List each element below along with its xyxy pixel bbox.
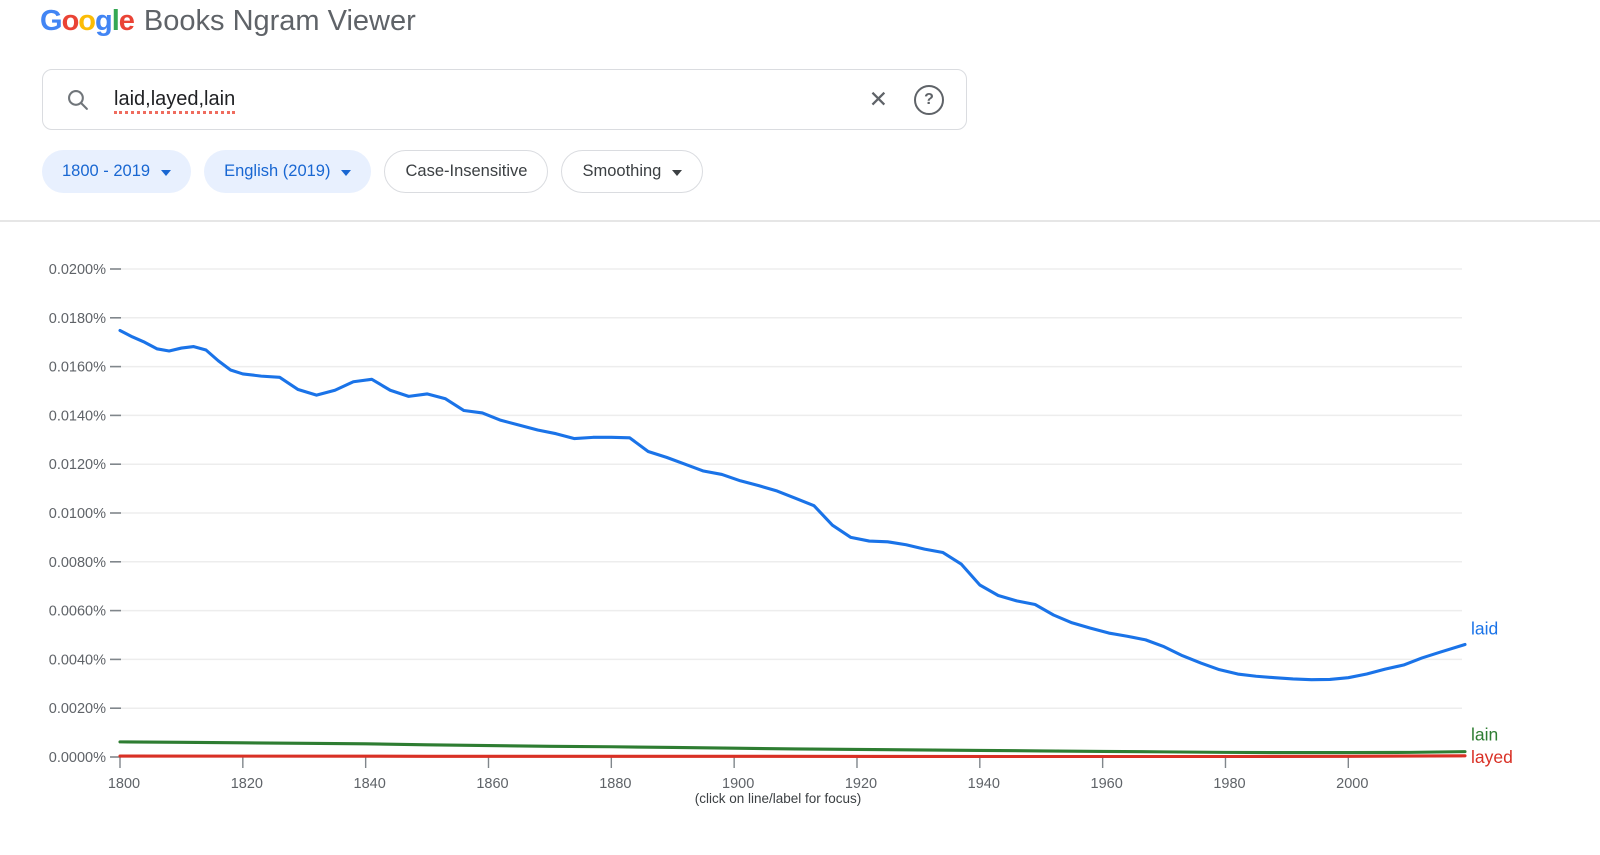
series-label-laid[interactable]: laid [1471,619,1498,639]
x-axis-label: 2000 [1336,776,1368,792]
x-axis-label: 1900 [722,776,754,792]
y-axis-label: 0.0140% [49,408,106,424]
header-divider [0,220,1600,222]
y-axis-label: 0.0180% [49,311,106,327]
corpus-chip[interactable]: English (2019) [204,150,372,193]
search-input[interactable]: laid,layed,lain [114,88,236,114]
x-axis-label: 1880 [599,776,631,792]
y-axis-label: 0.0200% [49,262,106,278]
x-axis-label: 1820 [231,776,263,792]
chevron-down-icon [672,169,683,176]
x-axis-label: 1800 [108,776,140,792]
clear-search-button[interactable]: ✕ [868,86,888,112]
x-axis-label: 1960 [1091,776,1123,792]
case-sensitivity-chip[interactable]: Case-Insensitive [384,150,549,193]
y-axis-label: 0.0100% [49,506,106,522]
x-axis-label: 1920 [845,776,877,792]
y-axis-label: 0.0000% [49,750,106,766]
x-axis-label: 1840 [354,776,386,792]
ngram-search-box[interactable]: laid,layed,lain ✕ ? [42,69,967,130]
x-axis-label: 1980 [1213,776,1245,792]
google-logo: Google [40,5,135,37]
series-label-lain[interactable]: lain [1471,725,1498,745]
question-mark-icon: ? [924,90,934,108]
y-axis-label: 0.0120% [49,457,106,473]
series-line-lain[interactable] [118,740,1467,755]
series-line-layed[interactable] [118,754,1467,759]
x-axis-label: 1860 [476,776,508,792]
search-icon [65,87,90,112]
y-axis-label: 0.0060% [49,604,106,620]
chart-hint: (click on line/label for focus) [694,791,862,806]
chevron-down-icon [341,169,352,176]
series-label-layed[interactable]: layed [1471,747,1513,767]
year-range-chip[interactable]: 1800 - 2019 [42,150,192,193]
y-axis-label: 0.0040% [49,652,106,668]
y-axis-label: 0.0020% [49,701,106,717]
help-button[interactable]: ? [914,84,944,115]
y-axis-label: 0.0160% [49,360,106,376]
ngram-chart[interactable]: 0.0000% 0.0020% 0.0040% 0.0060% 0.0080% 0.010… [0,225,1600,835]
y-axis-label: 0.0080% [49,555,106,571]
app-header: Google Books Ngram Viewer [40,5,416,38]
page-title: Books Ngram Viewer [143,5,416,37]
filter-chip-row: 1800 - 2019 English (2019) Case-Insensit… [42,150,704,193]
smoothing-chip[interactable]: Smoothing [561,150,704,193]
series-line-laid[interactable] [118,328,1467,682]
x-axis-label: 1940 [968,776,1000,792]
chevron-down-icon [161,169,172,176]
